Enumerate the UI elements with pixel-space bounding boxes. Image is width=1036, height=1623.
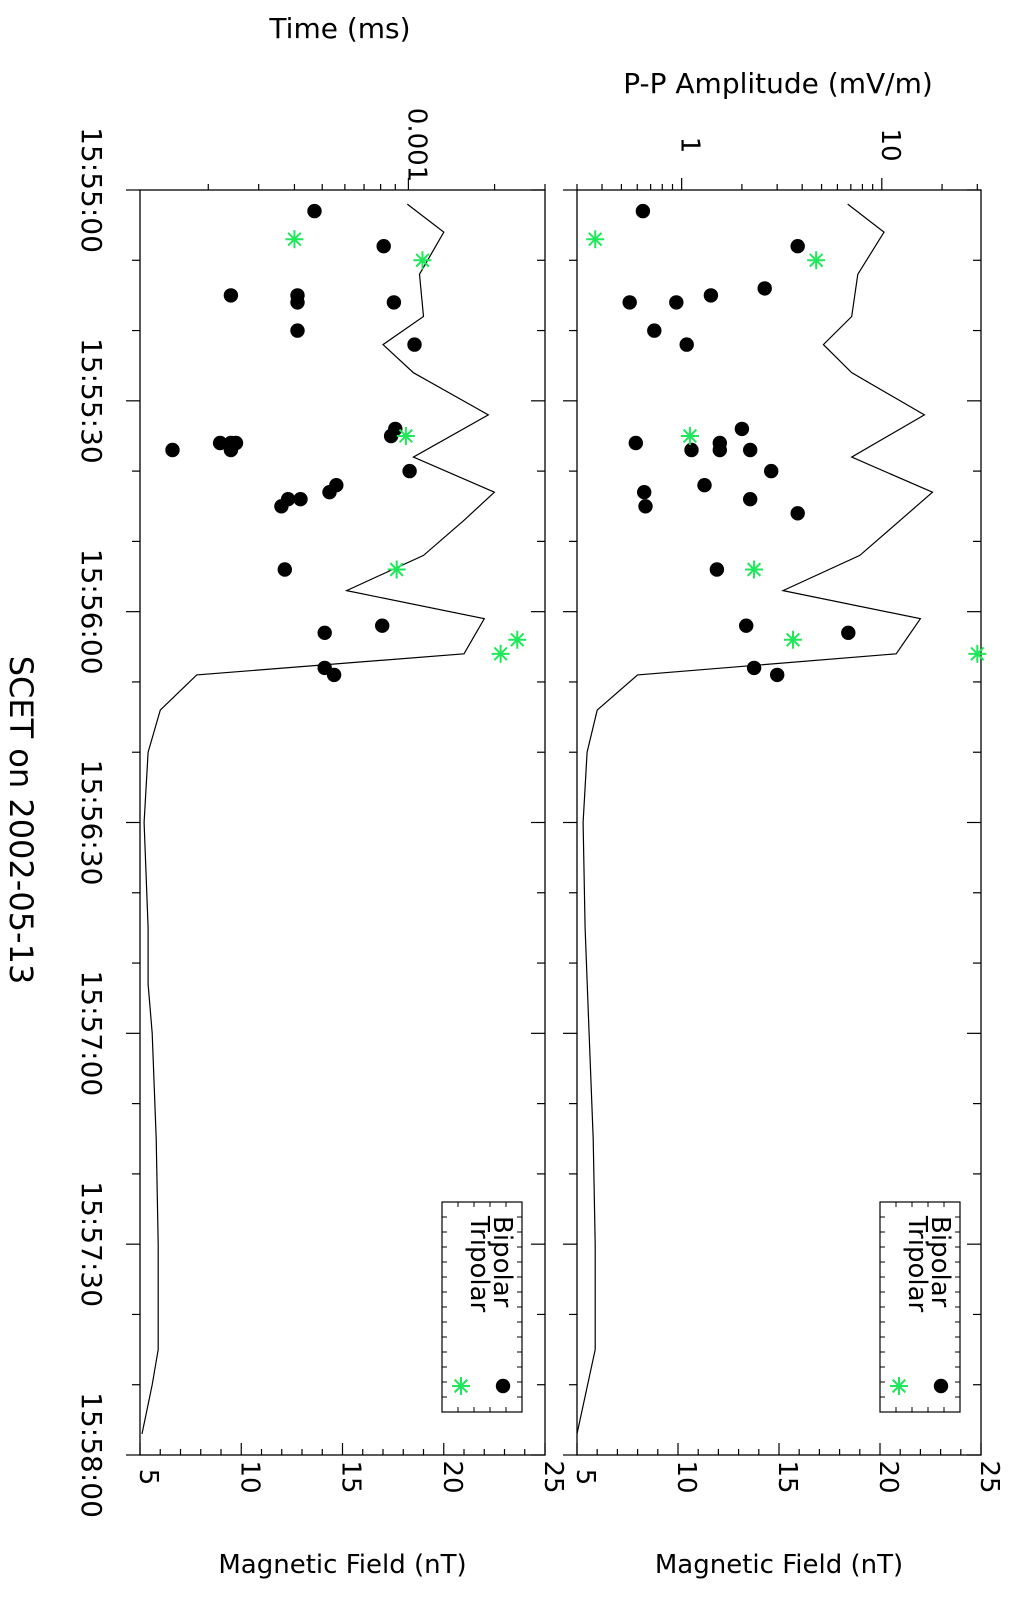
time-tick-label: 15:56:30 bbox=[75, 760, 108, 886]
bipolar-point bbox=[790, 506, 805, 521]
bipolar-point bbox=[317, 625, 332, 640]
bipolar-point bbox=[770, 667, 785, 683]
panel-right: 5 10 15 20 25 Magnetic Field (nT) 1 10 P-P Ampli… bbox=[563, 67, 1004, 1580]
bipolar-point bbox=[290, 295, 305, 310]
bipolar-point bbox=[635, 203, 651, 219]
bipolar-point bbox=[647, 323, 662, 338]
legend-label-bipolar: Bipolar bbox=[925, 1216, 955, 1308]
log-tick-label: 0.001 bbox=[401, 108, 431, 182]
legend-box bbox=[879, 1201, 961, 1413]
bipolar-point bbox=[402, 463, 417, 479]
bipolar-point bbox=[628, 435, 643, 451]
bipolar-point bbox=[684, 442, 699, 458]
bipolar-point bbox=[293, 492, 308, 507]
field-tick-label: 10 bbox=[234, 1460, 264, 1493]
log-tick-label: 10 bbox=[875, 128, 905, 161]
bipolar-point bbox=[746, 660, 762, 676]
time-tick-label: 15:57:00 bbox=[75, 970, 108, 1096]
bipolar-point bbox=[739, 618, 754, 633]
magnetic-field-line bbox=[141, 203, 496, 1435]
bipolar-point bbox=[841, 625, 856, 640]
bipolar-point bbox=[407, 337, 422, 352]
top-axis-label: P-P Amplitude (mV/m) bbox=[623, 67, 933, 100]
bipolar-point bbox=[709, 562, 725, 577]
legend-label-tripolar: Tripolar bbox=[902, 1215, 932, 1313]
bipolar-point bbox=[277, 562, 292, 577]
bipolar-point bbox=[274, 499, 289, 514]
tripolar-point bbox=[285, 230, 304, 249]
tripolar-point bbox=[680, 426, 699, 445]
bipolar-point bbox=[326, 667, 342, 683]
field-axis-label: Magnetic Field (nT) bbox=[655, 1550, 903, 1580]
time-tick-label: 15:57:30 bbox=[75, 1181, 108, 1307]
field-tick-label: 15 bbox=[772, 1460, 802, 1493]
bipolar-point bbox=[669, 295, 684, 310]
legend-marker-tripolar bbox=[890, 1377, 908, 1395]
tripolar-point bbox=[968, 644, 987, 663]
time-tick-labels: 15:55:00 15:55:30 15:56:00 15:56:30 15:57:00… bbox=[75, 127, 108, 1518]
field-tick-label: 5 bbox=[133, 1469, 163, 1486]
time-tick-label: 15:58:00 bbox=[75, 1392, 108, 1518]
field-axis-label: Magnetic Field (nT) bbox=[218, 1550, 466, 1580]
time-tick-label: 15:56:00 bbox=[75, 549, 108, 675]
bipolar-point bbox=[376, 239, 391, 254]
bipolar-point bbox=[375, 618, 390, 633]
bipolar-point bbox=[322, 485, 337, 500]
bipolar-point bbox=[622, 295, 637, 310]
tripolar-point bbox=[586, 230, 605, 249]
magnetic-field-line bbox=[576, 203, 934, 1435]
bipolar-point bbox=[743, 492, 758, 507]
bipolar-point bbox=[743, 442, 758, 458]
log-tick-label: 1 bbox=[675, 137, 705, 154]
field-tick-label: 15 bbox=[336, 1460, 366, 1493]
bipolar-point bbox=[764, 463, 779, 479]
bipolar-point bbox=[290, 323, 305, 338]
legend-label-bipolar: Bipolar bbox=[487, 1216, 517, 1308]
legend-box bbox=[441, 1201, 523, 1413]
bipolar-point bbox=[307, 203, 322, 219]
bipolar-point bbox=[386, 295, 402, 310]
bipolar-point bbox=[223, 288, 239, 303]
bipolar-point bbox=[212, 435, 228, 451]
bipolar-point bbox=[703, 288, 719, 303]
x-axis-label: SCET on 2002-05-13 bbox=[2, 656, 40, 985]
tripolar-point bbox=[396, 426, 415, 445]
bipolar-point bbox=[712, 442, 727, 458]
bipolar-point bbox=[679, 337, 694, 352]
bipolar-point bbox=[790, 239, 805, 254]
bipolar-point bbox=[165, 442, 180, 458]
bipolar-point bbox=[383, 428, 399, 444]
tripolar-point bbox=[413, 251, 432, 270]
legend-marker-tripolar bbox=[452, 1377, 470, 1395]
legend-marker-bipolar bbox=[933, 1378, 949, 1394]
bipolar-point bbox=[638, 499, 653, 514]
panel-left: 5 10 15 20 25 Magnetic Field (nT) 0.001 Time (m… bbox=[126, 12, 568, 1580]
time-tick-label: 15:55:30 bbox=[75, 338, 108, 464]
legend-marker-bipolar bbox=[495, 1378, 511, 1394]
tripolar-point bbox=[807, 251, 826, 270]
tripolar-point bbox=[784, 630, 803, 649]
bipolar-point bbox=[637, 485, 652, 500]
field-tick-label: 25 bbox=[974, 1460, 1004, 1493]
field-tick-label: 20 bbox=[873, 1460, 903, 1493]
legend-label-tripolar: Tripolar bbox=[464, 1215, 494, 1313]
tripolar-point bbox=[491, 644, 510, 663]
field-tick-label: 5 bbox=[570, 1469, 600, 1486]
tripolar-point bbox=[745, 560, 764, 579]
top-axis-label: Time (ms) bbox=[268, 12, 410, 45]
bipolar-point bbox=[757, 281, 772, 296]
bipolar-point bbox=[734, 421, 750, 437]
field-tick-label: 10 bbox=[671, 1460, 701, 1493]
field-tick-label: 20 bbox=[437, 1460, 467, 1493]
bipolar-point bbox=[223, 442, 239, 458]
bipolar-point bbox=[697, 478, 712, 493]
field-tick-label: 25 bbox=[538, 1460, 568, 1493]
tripolar-point bbox=[508, 630, 527, 649]
time-tick-label: 15:55:00 bbox=[75, 127, 108, 253]
tripolar-point bbox=[387, 560, 406, 579]
